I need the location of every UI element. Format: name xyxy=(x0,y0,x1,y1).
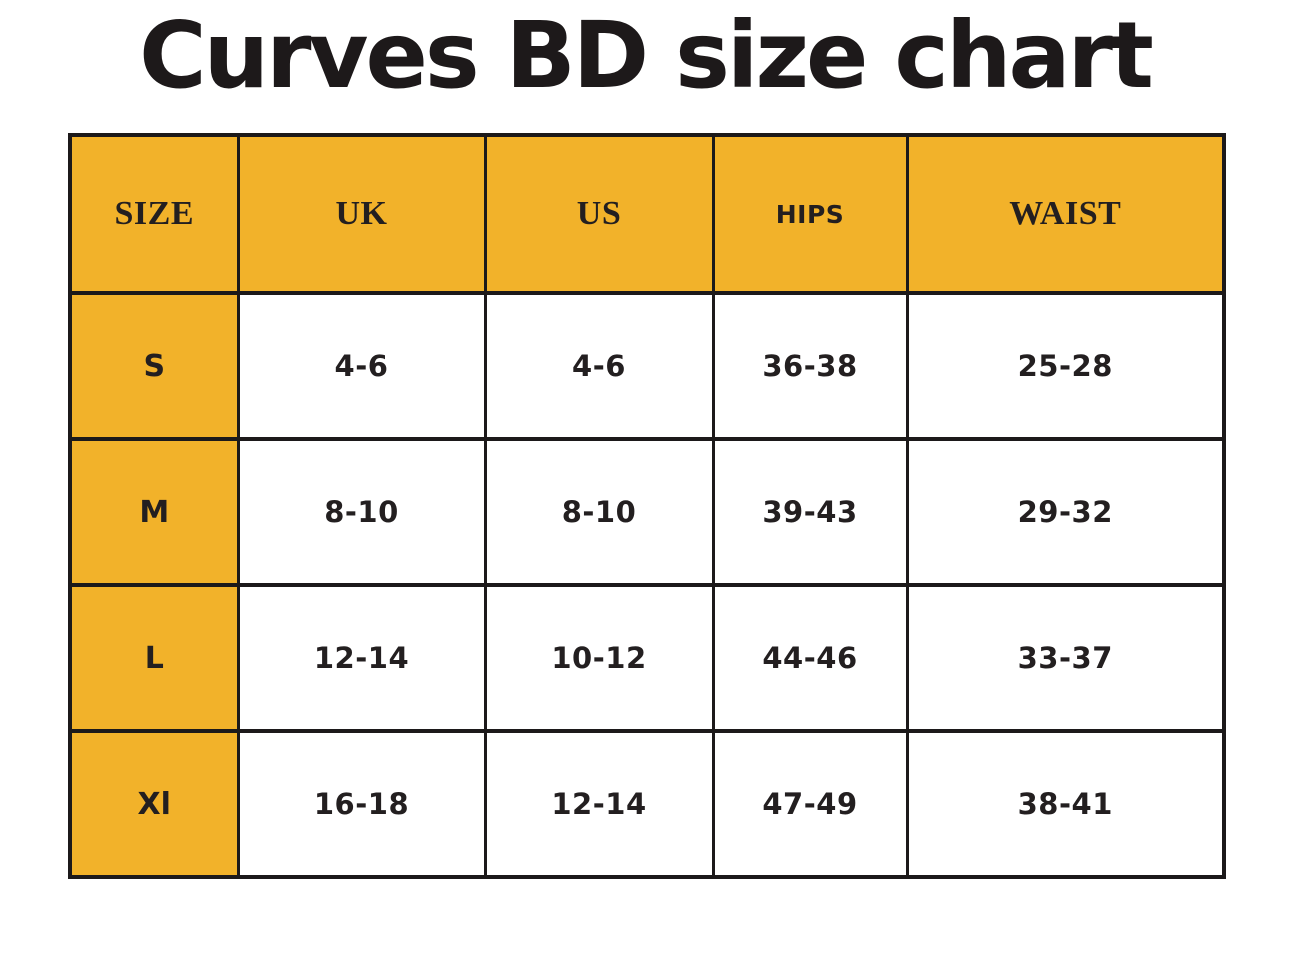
us-value: 12-14 xyxy=(483,729,715,879)
size-label: M xyxy=(68,437,240,587)
table-row-m: M 8-10 8-10 39-43 29-32 xyxy=(68,437,1226,587)
size-chart-table: SIZE UK US HIPS WAIST S 4-6 4-6 36-38 25… xyxy=(68,133,1226,879)
table-row-xl: Xl 16-18 12-14 47-49 38-41 xyxy=(68,729,1226,879)
hips-value: 39-43 xyxy=(711,437,909,587)
size-label: Xl xyxy=(68,729,240,879)
waist-value: 25-28 xyxy=(905,291,1226,441)
uk-value: 8-10 xyxy=(236,437,487,587)
hips-value: 47-49 xyxy=(711,729,909,879)
waist-value: 29-32 xyxy=(905,437,1226,587)
header-hips: HIPS xyxy=(711,133,909,295)
header-waist: WAIST xyxy=(905,133,1226,295)
table-row-s: S 4-6 4-6 36-38 25-28 xyxy=(68,291,1226,441)
waist-value: 33-37 xyxy=(905,583,1226,733)
us-value: 10-12 xyxy=(483,583,715,733)
size-label: L xyxy=(68,583,240,733)
us-value: 4-6 xyxy=(483,291,715,441)
waist-value: 38-41 xyxy=(905,729,1226,879)
size-label: S xyxy=(68,291,240,441)
header-size: SIZE xyxy=(68,133,240,295)
uk-value: 4-6 xyxy=(236,291,487,441)
hips-value: 44-46 xyxy=(711,583,909,733)
table-row-l: L 12-14 10-12 44-46 33-37 xyxy=(68,583,1226,733)
uk-value: 16-18 xyxy=(236,729,487,879)
table-header-row: SIZE UK US HIPS WAIST xyxy=(68,133,1226,295)
hips-value: 36-38 xyxy=(711,291,909,441)
us-value: 8-10 xyxy=(483,437,715,587)
page-title: Curves BD size chart xyxy=(139,2,1154,109)
header-uk: UK xyxy=(236,133,487,295)
uk-value: 12-14 xyxy=(236,583,487,733)
header-us: US xyxy=(483,133,715,295)
